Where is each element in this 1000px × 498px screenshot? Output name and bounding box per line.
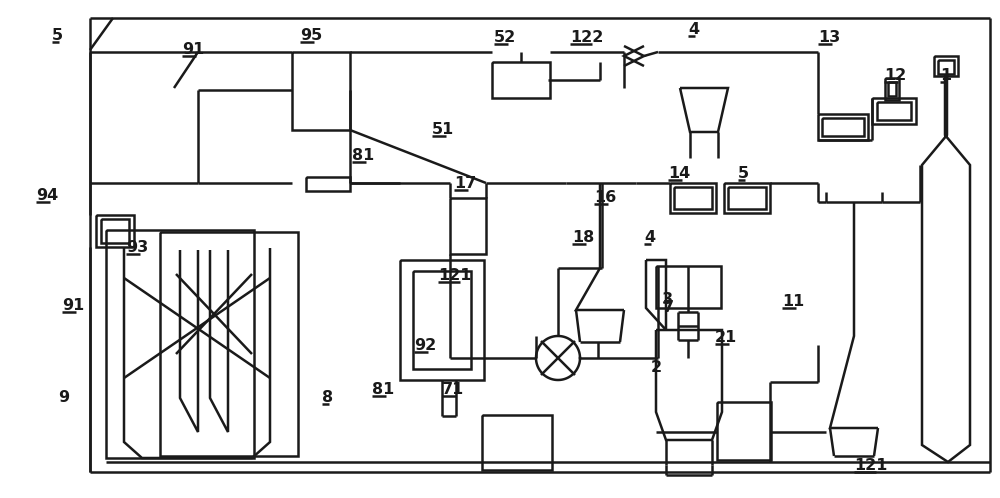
Text: 13: 13: [818, 30, 840, 45]
Text: 81: 81: [372, 382, 394, 397]
Text: 91: 91: [62, 298, 84, 313]
Text: 71: 71: [442, 382, 464, 397]
Text: 4: 4: [644, 230, 655, 245]
Text: 3: 3: [662, 292, 673, 307]
Text: 8: 8: [322, 390, 333, 405]
Text: 94: 94: [36, 188, 58, 203]
Text: 121: 121: [438, 268, 471, 283]
Text: 81: 81: [352, 148, 374, 163]
Text: 93: 93: [126, 240, 148, 255]
Text: 52: 52: [494, 30, 516, 45]
Text: 14: 14: [668, 166, 690, 181]
Text: 95: 95: [300, 28, 322, 43]
Text: 17: 17: [454, 176, 476, 191]
Text: 2: 2: [651, 360, 662, 375]
Text: 5: 5: [738, 166, 749, 181]
Text: 91: 91: [182, 42, 204, 57]
Text: 122: 122: [570, 30, 603, 45]
Text: 121: 121: [854, 458, 887, 473]
Text: 7: 7: [663, 300, 674, 315]
Text: 16: 16: [594, 190, 616, 205]
Text: 4: 4: [688, 22, 699, 37]
Text: 18: 18: [572, 230, 594, 245]
Text: 51: 51: [432, 122, 454, 137]
Text: 21: 21: [715, 330, 737, 345]
Text: 11: 11: [782, 294, 804, 309]
Text: 92: 92: [414, 338, 436, 353]
Text: 9: 9: [58, 390, 69, 405]
Text: 5: 5: [52, 28, 63, 43]
Text: 1: 1: [940, 68, 951, 83]
Text: 12: 12: [884, 68, 906, 83]
